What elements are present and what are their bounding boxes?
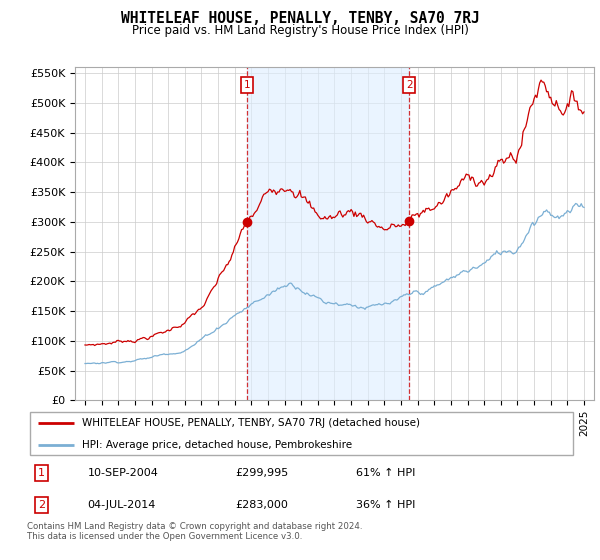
Text: WHITELEAF HOUSE, PENALLY, TENBY, SA70 7RJ: WHITELEAF HOUSE, PENALLY, TENBY, SA70 7R…: [121, 11, 479, 26]
Text: WHITELEAF HOUSE, PENALLY, TENBY, SA70 7RJ (detached house): WHITELEAF HOUSE, PENALLY, TENBY, SA70 7R…: [82, 418, 420, 428]
Text: 61% ↑ HPI: 61% ↑ HPI: [356, 468, 416, 478]
Text: £299,995: £299,995: [236, 468, 289, 478]
Text: £283,000: £283,000: [236, 500, 289, 510]
Text: 2: 2: [38, 500, 45, 510]
Text: Price paid vs. HM Land Registry's House Price Index (HPI): Price paid vs. HM Land Registry's House …: [131, 24, 469, 36]
Text: 1: 1: [38, 468, 45, 478]
Bar: [247, 67, 409, 400]
Text: 10-SEP-2004: 10-SEP-2004: [88, 468, 158, 478]
Text: HPI: Average price, detached house, Pembrokeshire: HPI: Average price, detached house, Pemb…: [82, 440, 352, 450]
Text: 04-JUL-2014: 04-JUL-2014: [88, 500, 156, 510]
Text: 1: 1: [244, 80, 250, 90]
Text: 2: 2: [406, 80, 413, 90]
Text: 36% ↑ HPI: 36% ↑ HPI: [356, 500, 416, 510]
FancyBboxPatch shape: [30, 412, 573, 455]
Text: Contains HM Land Registry data © Crown copyright and database right 2024.
This d: Contains HM Land Registry data © Crown c…: [27, 522, 362, 542]
